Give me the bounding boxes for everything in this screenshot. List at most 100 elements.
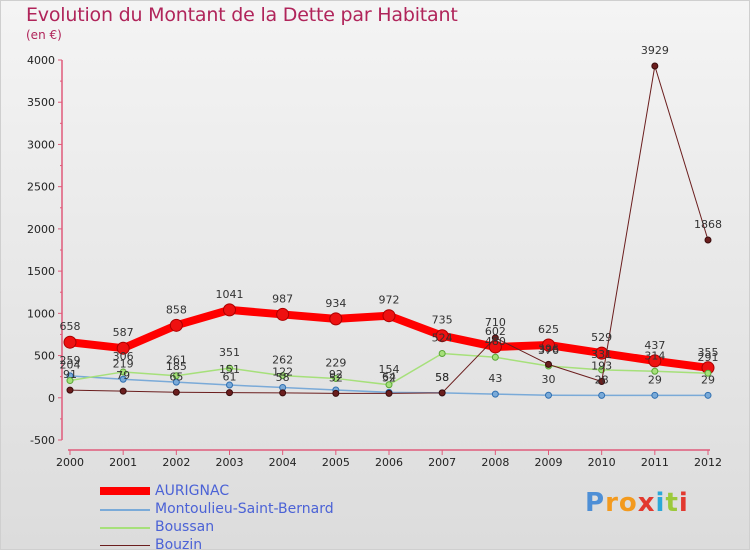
- data-label: 65: [169, 370, 183, 383]
- data-label: 259: [60, 354, 81, 367]
- data-label: 710: [485, 316, 506, 329]
- data-point: [435, 329, 449, 343]
- data-point: [385, 381, 393, 389]
- logo-letter: P: [585, 488, 606, 518]
- data-label: 154: [379, 363, 400, 376]
- x-tick-label: 2006: [375, 456, 403, 469]
- data-label: 524: [432, 332, 453, 345]
- data-label: 587: [113, 326, 134, 339]
- data-label: 58: [435, 371, 449, 384]
- data-label: 64: [382, 370, 396, 383]
- data-label: 529: [591, 331, 612, 344]
- logo-letter: o: [618, 488, 638, 518]
- logo-letter: i: [678, 488, 689, 518]
- logo-letter: i: [655, 488, 666, 518]
- data-label: 261: [166, 354, 187, 367]
- x-tick-label: 2003: [216, 456, 244, 469]
- data-label: 480: [485, 335, 506, 348]
- data-label: 376: [538, 344, 559, 357]
- y-tick-label: 3000: [27, 138, 55, 151]
- data-point: [279, 389, 287, 397]
- chart-axes: -500 0 500 1000 1500 2000 2500 3000 3500 4000 2000…: [27, 54, 722, 469]
- y-tick-label: 1500: [27, 265, 55, 278]
- data-point: [276, 307, 290, 321]
- x-tick-label: 2009: [535, 456, 563, 469]
- data-point: [438, 350, 446, 358]
- data-label: 987: [272, 292, 293, 305]
- data-point: [223, 303, 236, 317]
- data-label: 331: [591, 348, 612, 361]
- data-point: [63, 335, 77, 349]
- logo-letter: x: [637, 488, 656, 518]
- data-point: [438, 389, 446, 397]
- x-tick-label: 2004: [269, 456, 297, 469]
- x-tick-label: 2001: [109, 456, 137, 469]
- data-label: 229: [325, 356, 346, 369]
- data-label: 79: [116, 369, 130, 382]
- data-label: 61: [223, 371, 237, 384]
- data-point: [651, 62, 659, 70]
- legend-label-bouzin: Bouzin: [155, 537, 203, 553]
- x-tick-label: 2010: [588, 456, 616, 469]
- x-tick-label: 2011: [641, 456, 669, 469]
- data-label: 204: [60, 359, 81, 372]
- data-label: 193: [591, 359, 612, 372]
- data-point: [491, 334, 499, 342]
- data-point: [66, 386, 74, 394]
- data-label: 735: [432, 314, 453, 327]
- data-label: 934: [325, 297, 346, 310]
- series-labels: 658 587 858 1041 987 934 972 735 602 625 529 437 355…: [60, 44, 723, 386]
- data-label: 625: [538, 323, 559, 336]
- data-label: 262: [272, 354, 293, 367]
- data-point: [598, 377, 606, 385]
- legend-label-montoulieu: Montoulieu-Saint-Bernard: [155, 501, 334, 517]
- y-tick-label: 1000: [27, 307, 55, 320]
- series-lines: [63, 62, 715, 399]
- data-label: 219: [113, 357, 134, 370]
- legend-item-bouzin: Bouzin: [100, 537, 420, 555]
- data-point: [648, 354, 662, 368]
- data-point: [491, 353, 499, 361]
- x-tick-label: 2005: [322, 456, 350, 469]
- data-label: 122: [272, 365, 293, 378]
- data-point: [545, 360, 552, 368]
- x-tick-label: 2000: [56, 456, 84, 469]
- data-point: [226, 364, 233, 372]
- data-label: 396: [538, 342, 559, 355]
- data-label: 351: [219, 346, 240, 359]
- data-label: 185: [166, 360, 187, 373]
- legend-item-boussan: Boussan: [100, 519, 420, 537]
- data-label: 1868: [694, 218, 722, 231]
- proxiti-logo: Proxiti: [585, 488, 689, 518]
- data-label: 52: [329, 371, 343, 384]
- data-label: 29: [648, 373, 662, 386]
- data-point: [598, 391, 606, 399]
- data-label: 355: [698, 346, 719, 359]
- legend-swatch-bouzin: [100, 545, 150, 546]
- x-tick-label: 2002: [162, 456, 190, 469]
- data-label: 314: [644, 349, 665, 362]
- data-point: [226, 381, 233, 389]
- data-point: [329, 312, 343, 326]
- legend-item-aurignac: AURIGNAC: [100, 483, 420, 501]
- data-label: 28: [595, 373, 609, 386]
- data-label: 58: [435, 371, 449, 384]
- y-tick-label: 3500: [27, 96, 55, 109]
- data-label: 972: [379, 294, 400, 307]
- data-point: [279, 372, 287, 380]
- data-label: 306: [113, 350, 134, 363]
- y-tick-label: -500: [30, 434, 55, 447]
- data-point: [704, 369, 712, 377]
- data-point: [172, 372, 180, 380]
- data-point: [704, 391, 712, 399]
- data-point: [332, 389, 340, 397]
- data-point: [542, 338, 555, 352]
- y-tick-label: 2000: [27, 223, 55, 236]
- data-label: 858: [166, 303, 187, 316]
- data-point: [119, 387, 127, 395]
- y-tick-label: 0: [48, 392, 55, 405]
- data-point: [119, 368, 127, 376]
- data-point: [651, 391, 659, 399]
- data-point: [116, 341, 130, 355]
